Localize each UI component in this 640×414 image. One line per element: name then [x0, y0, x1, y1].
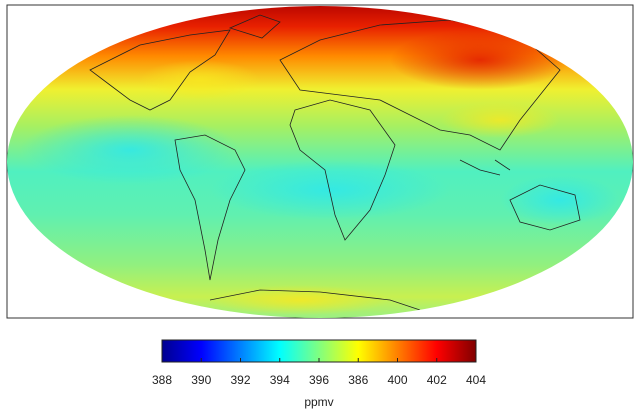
colorbar-tick-label: 392	[230, 373, 250, 387]
colorbar-label: ppmv	[304, 395, 333, 409]
coastlines	[89, 14, 581, 311]
colorbar-tick-label: 388	[152, 373, 172, 387]
colorbar-tick-label: 402	[427, 373, 447, 387]
colorbar-tick-label: 394	[270, 373, 290, 387]
colorbar-tick-label: 386	[348, 373, 368, 387]
colorbar-tick-label: 404	[466, 373, 486, 387]
colorbar-tick-label: 400	[387, 373, 407, 387]
colorbar: 388 390 392 394 396 386 400 402 404	[152, 339, 486, 387]
colorbar-tick-label: 390	[191, 373, 211, 387]
colorbar-tick-label: 396	[309, 373, 329, 387]
co2-map	[7, 6, 633, 318]
